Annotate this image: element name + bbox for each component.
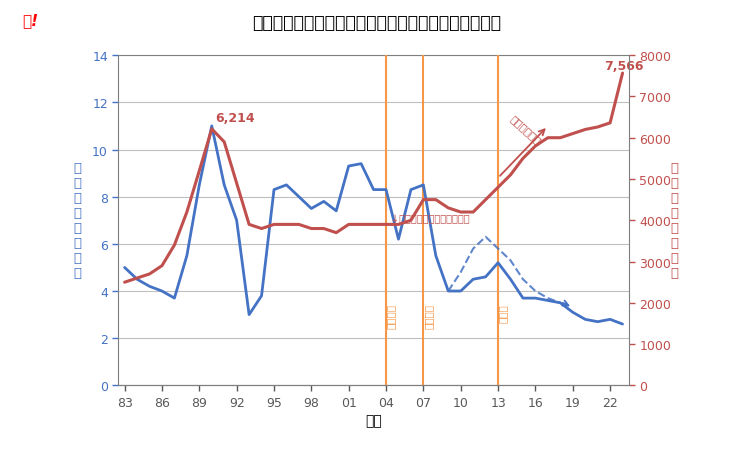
Text: 耐震偽装: 耐震偽装 — [386, 303, 396, 328]
Text: 7,566: 7,566 — [604, 60, 643, 73]
Text: リーマン: リーマン — [423, 303, 434, 328]
Text: 供給戸数と平均価格の推移（首都圏新築マンション）: 供給戸数と平均価格の推移（首都圏新築マンション） — [252, 14, 501, 32]
Text: ↓コストアップ（耐震偽装）: ↓コストアップ（耐震偽装） — [391, 214, 470, 224]
Y-axis label: 供
給
戸
数
（
万
戸
）: 供 給 戸 数 （ 万 戸 ） — [74, 162, 81, 280]
Text: マ!: マ! — [23, 14, 38, 28]
Y-axis label: 平
均
価
格
（
万
円
）: 平 均 価 格 （ 万 円 ） — [671, 162, 678, 280]
Text: 消費税: 消費税 — [498, 303, 508, 322]
X-axis label: 年度: 年度 — [365, 413, 382, 427]
Text: アベノミクス: アベノミクス — [508, 113, 543, 146]
Text: 6,214: 6,214 — [215, 111, 255, 124]
